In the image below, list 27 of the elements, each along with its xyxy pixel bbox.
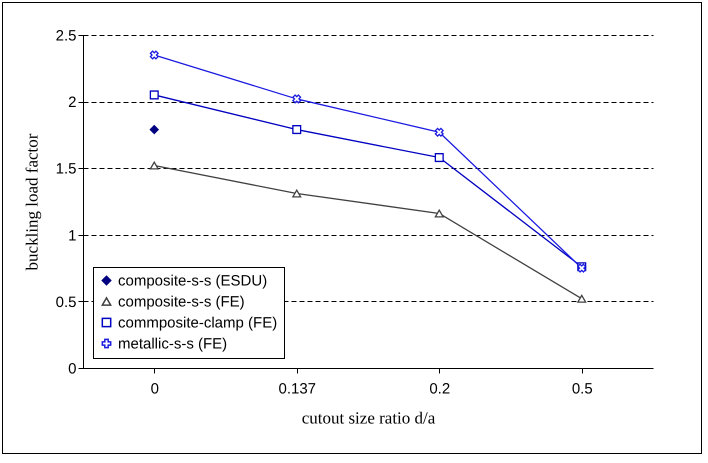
x-tick-label: 0.137: [278, 380, 316, 398]
point: [150, 125, 159, 134]
x-tick-label: 0: [150, 380, 159, 398]
point: [150, 50, 159, 60]
x-axis-title: cutout size ratio d/a: [302, 408, 436, 428]
y-tick-label: 1.5: [56, 160, 76, 178]
point: [577, 294, 586, 303]
point: [150, 162, 159, 170]
y-tick-label: 0: [68, 360, 76, 378]
y-tick-label: 2: [68, 94, 76, 112]
point: [150, 90, 159, 100]
x-tick-label: 0.5: [572, 380, 593, 398]
point: [434, 128, 444, 137]
point: [434, 153, 444, 162]
legend-label: metallic-s-s (FE): [118, 336, 228, 352]
point: [292, 94, 302, 104]
y-tick-label: 1: [68, 227, 76, 244]
y-axis-title: buckling load factor: [22, 133, 42, 270]
y-tick-label: 0.5: [56, 294, 76, 311]
legend-label: commposite-clamp (FE): [118, 314, 278, 332]
point: [434, 209, 444, 218]
y-tick-label: 2.5: [56, 28, 76, 44]
point: [292, 125, 302, 134]
point: [292, 190, 302, 198]
x-tick-label: 0.2: [429, 380, 450, 398]
legend-label: composite-s-s (ESDU): [118, 272, 268, 290]
legend-label: composite-s-s (FE): [118, 294, 245, 310]
